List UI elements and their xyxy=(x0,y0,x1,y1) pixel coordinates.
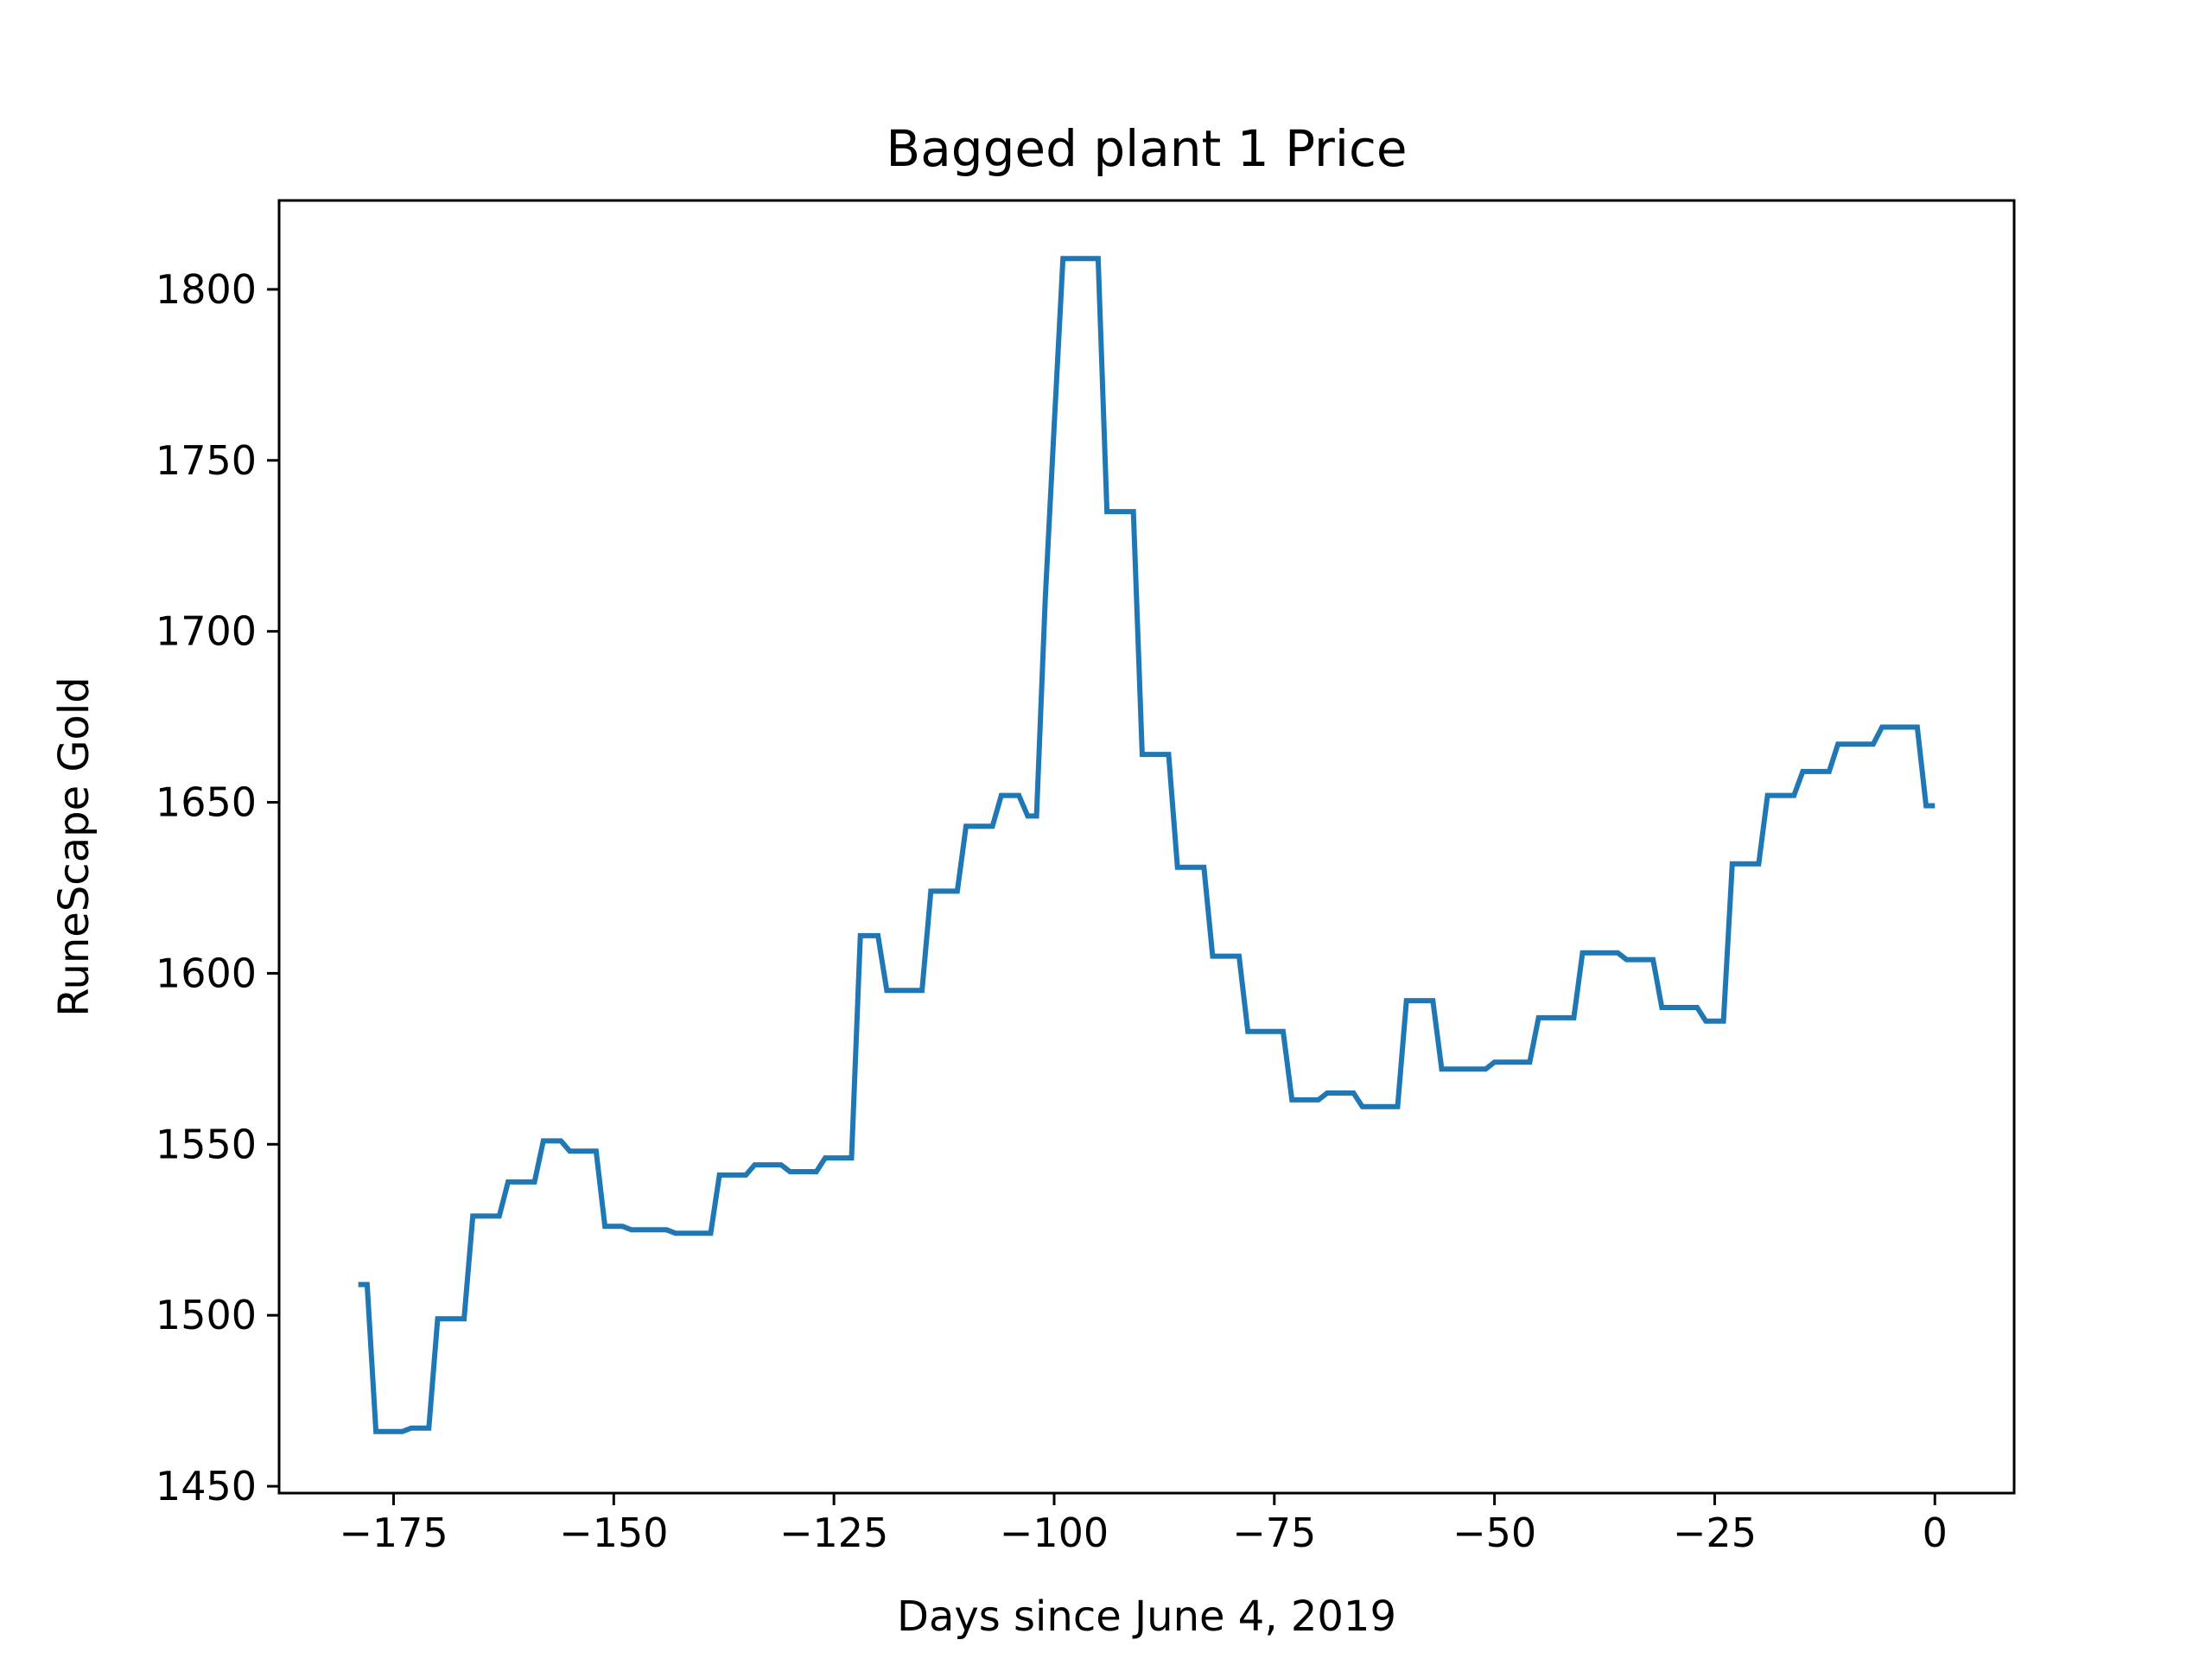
y-tick-label: 1800 xyxy=(156,266,257,313)
y-tick-label: 1650 xyxy=(156,779,257,826)
series-line-1 xyxy=(358,256,1936,1434)
y-tick-label: 1750 xyxy=(156,437,257,484)
plot-area xyxy=(358,256,1936,1434)
y-axis-ticks: 1450 1500 1550 1600 1650 1700 1750 1800 xyxy=(156,266,279,1510)
x-tick-label: −175 xyxy=(339,1510,448,1556)
x-tick-label: 0 xyxy=(1923,1510,1948,1556)
x-tick-label: −25 xyxy=(1673,1510,1757,1556)
y-tick-label: 1500 xyxy=(156,1292,257,1338)
plot-frame xyxy=(277,199,2016,1495)
y-tick-label: 1700 xyxy=(156,608,257,655)
y-tick-label: 1450 xyxy=(156,1463,257,1510)
x-axis-label: Days since June 4, 2019 xyxy=(897,1592,1396,1641)
y-axis-label: RuneScape Gold xyxy=(50,677,99,1016)
x-tick-label: −75 xyxy=(1232,1510,1316,1556)
x-axis-ticks: −175 −150 −125 −100 −75 −50 −25 0 xyxy=(339,1493,1948,1556)
x-tick-label: −125 xyxy=(779,1510,888,1556)
x-tick-label: −50 xyxy=(1452,1510,1536,1556)
chart-title: Bagged plant 1 Price xyxy=(886,119,1407,178)
x-tick-label: −150 xyxy=(559,1510,668,1556)
x-tick-label: −100 xyxy=(1000,1510,1109,1556)
y-tick-label: 1550 xyxy=(156,1121,257,1167)
y-tick-label: 1600 xyxy=(156,950,257,996)
